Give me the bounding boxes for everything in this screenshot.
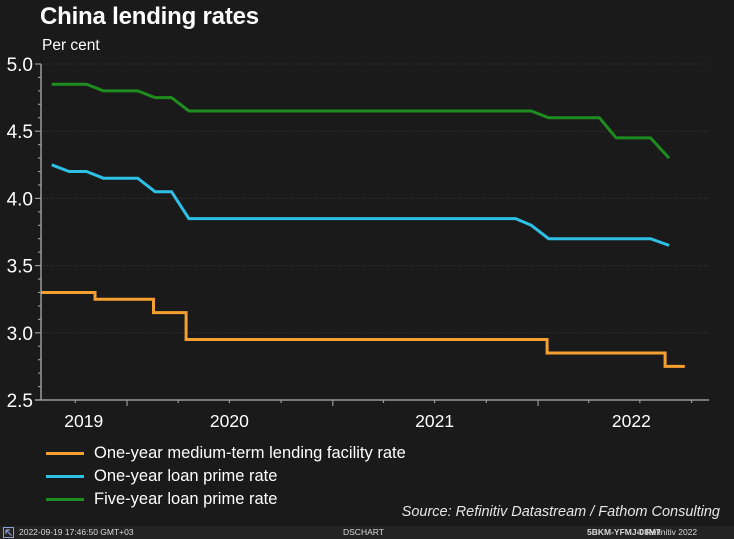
- x-tick-label: 2020: [210, 411, 249, 431]
- footer-bar: 2022-09-19 17:46:50 GMT+03 DSCHART 5BKM-…: [0, 526, 734, 539]
- y-tick-label: 5.0: [7, 55, 33, 76]
- x-tick-label: 2021: [415, 411, 454, 431]
- y-tick-label: 4.5: [7, 122, 33, 143]
- legend-item-mlf: One-year medium-term lending facility ra…: [46, 442, 406, 465]
- footer-chart-code: 5BKM-YFMJ-08M7: [587, 527, 661, 537]
- series-line-2: [51, 82, 671, 160]
- x-tick-label: 2019: [64, 411, 103, 431]
- chart-title: China lending rates: [40, 3, 259, 30]
- y-tick-label: 2.5: [7, 391, 33, 412]
- label-layer: 2.5 3.0 3.5 4.0 4.5 5.0 2019 2020 2021 2022: [7, 55, 651, 431]
- legend-label-5y-lpr: Five-year loan prime rate: [94, 490, 278, 508]
- series-line-0: [41, 291, 685, 368]
- series-line-1: [51, 163, 670, 247]
- legend-label-mlf: One-year medium-term lending facility ra…: [94, 444, 406, 462]
- legend-swatch-5y-lpr: [46, 498, 84, 501]
- refinitiv-arrow-icon[interactable]: [3, 527, 14, 538]
- y-tick-label: 3.5: [7, 257, 33, 278]
- footer-timestamp: 2022-09-19 17:46:50 GMT+03: [19, 527, 134, 537]
- legend-swatch-1y-lpr: [46, 475, 84, 478]
- legend-item-5y-lpr: Five-year loan prime rate: [46, 488, 406, 511]
- line-chart: 2.5 3.0 3.5 4.0 4.5 5.0 2019 2020 2021 2022: [7, 55, 709, 431]
- source-note: Source: Refinitiv Datastream / Fathom Co…: [401, 504, 720, 520]
- legend: One-year medium-term lending facility ra…: [46, 442, 406, 511]
- legend-item-1y-lpr: One-year loan prime rate: [46, 465, 406, 488]
- series-layer: [41, 82, 685, 368]
- chart-subtitle: Per cent: [42, 37, 100, 54]
- grid-layer: [41, 63, 709, 334]
- legend-label-1y-lpr: One-year loan prime rate: [94, 467, 278, 485]
- axis-layer: [35, 63, 709, 406]
- footer-app-name: DSCHART: [343, 527, 384, 537]
- legend-swatch-mlf: [46, 452, 84, 455]
- x-tick-label: 2022: [612, 411, 651, 431]
- y-tick-label: 3.0: [7, 324, 33, 345]
- y-tick-label: 4.0: [7, 189, 33, 210]
- footer-copyright: © Refinitiv 2022: [637, 527, 698, 537]
